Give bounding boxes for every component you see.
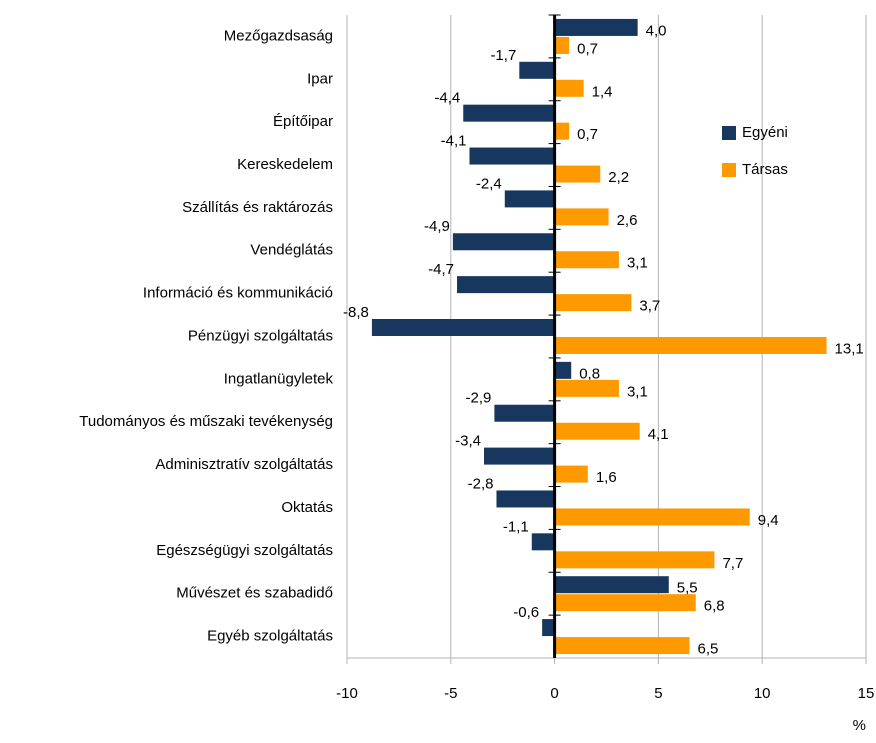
value-label: 1,6 <box>596 469 617 486</box>
bar <box>457 276 555 294</box>
value-label: 6,5 <box>698 641 719 658</box>
value-label: 3,1 <box>627 255 648 272</box>
value-label: -2,8 <box>468 475 494 492</box>
value-label: 1,4 <box>592 83 613 100</box>
bar <box>554 165 601 183</box>
value-label: 4,1 <box>648 426 669 443</box>
value-label: -4,7 <box>428 261 454 278</box>
bar <box>496 490 555 508</box>
value-label: 2,6 <box>617 212 638 229</box>
value-label: 7,7 <box>722 555 743 572</box>
y-tick-label: Kereskedelem <box>237 156 333 173</box>
x-tick-label: 15 <box>858 685 875 702</box>
y-tick-label: Oktatás <box>281 499 333 516</box>
y-tick-label: Mezőgazdsaság <box>224 27 333 44</box>
bar <box>554 576 669 594</box>
value-label: 6,8 <box>704 598 725 615</box>
legend-label: Egyéni <box>742 124 788 141</box>
bar <box>554 18 638 36</box>
bar <box>484 447 555 465</box>
value-label: -8,8 <box>343 304 369 321</box>
bar <box>554 294 632 312</box>
y-tick-label: Információ és kommunikáció <box>143 285 333 302</box>
y-tick-label: Pénzügyi szolgáltatás <box>188 327 333 344</box>
value-label: -3,4 <box>455 433 481 450</box>
bar <box>504 190 555 208</box>
bar <box>371 319 555 336</box>
bar <box>519 61 555 79</box>
value-label: -4,9 <box>424 218 450 235</box>
x-tick-label: -10 <box>336 685 358 702</box>
value-label: -4,4 <box>434 90 460 107</box>
bar <box>531 533 555 551</box>
bar <box>554 551 715 569</box>
value-label: 4,0 <box>646 22 667 39</box>
bar <box>554 36 570 54</box>
y-tick-label: Egyéb szolgáltatás <box>207 628 333 645</box>
value-label: -2,4 <box>476 175 502 192</box>
x-tick-label: 10 <box>754 685 771 702</box>
bar <box>554 122 570 140</box>
value-label: -0,6 <box>513 604 539 621</box>
value-label: 0,7 <box>577 40 598 57</box>
bar <box>554 422 640 440</box>
legend-swatch <box>722 126 736 140</box>
value-label: 9,4 <box>758 512 779 529</box>
y-tick-label: Egészségügyi szolgáltatás <box>156 542 333 559</box>
bar <box>554 379 619 397</box>
x-tick-label: 0 <box>550 685 558 702</box>
value-label: -4,1 <box>441 133 467 150</box>
x-axis-label: % <box>853 717 866 734</box>
legend-swatch <box>722 163 736 177</box>
value-label: 3,1 <box>627 383 648 400</box>
legend-label: Társas <box>742 161 788 178</box>
y-tick-label: Ipar <box>307 70 333 87</box>
value-label: 3,7 <box>639 298 660 315</box>
x-tick-label: 5 <box>654 685 662 702</box>
bar <box>554 337 827 354</box>
y-tick-label: Szállítás és raktározás <box>182 199 333 216</box>
bar <box>494 404 555 422</box>
bar <box>542 619 555 637</box>
y-tick-label: Építőipar <box>273 113 333 130</box>
bar <box>554 251 619 269</box>
value-label: 0,7 <box>577 126 598 143</box>
y-tick-label: Ingatlanügyletek <box>224 370 334 387</box>
value-label: 0,8 <box>579 365 600 382</box>
bar <box>463 104 555 122</box>
value-label: 13,1 <box>835 340 864 357</box>
x-tick-label: -5 <box>444 685 457 702</box>
value-label: -2,9 <box>466 390 492 407</box>
value-label: 2,2 <box>608 169 629 186</box>
bar <box>452 233 555 251</box>
bar <box>554 79 584 97</box>
y-tick-label: Tudományos és műszaki tevékenység <box>79 413 333 430</box>
bar <box>554 508 750 526</box>
y-tick-label: Vendéglátás <box>250 242 333 259</box>
bar <box>554 637 690 655</box>
value-label: -1,7 <box>490 47 516 64</box>
bar <box>469 147 555 165</box>
value-label: -1,1 <box>503 518 529 535</box>
bar <box>554 594 696 612</box>
bar <box>554 361 572 379</box>
y-tick-label: Adminisztratív szolgáltatás <box>155 456 333 473</box>
bar <box>554 465 588 483</box>
y-tick-label: Művészet és szabadidő <box>176 585 333 602</box>
bar <box>554 208 609 226</box>
value-label: 5,5 <box>677 580 698 597</box>
